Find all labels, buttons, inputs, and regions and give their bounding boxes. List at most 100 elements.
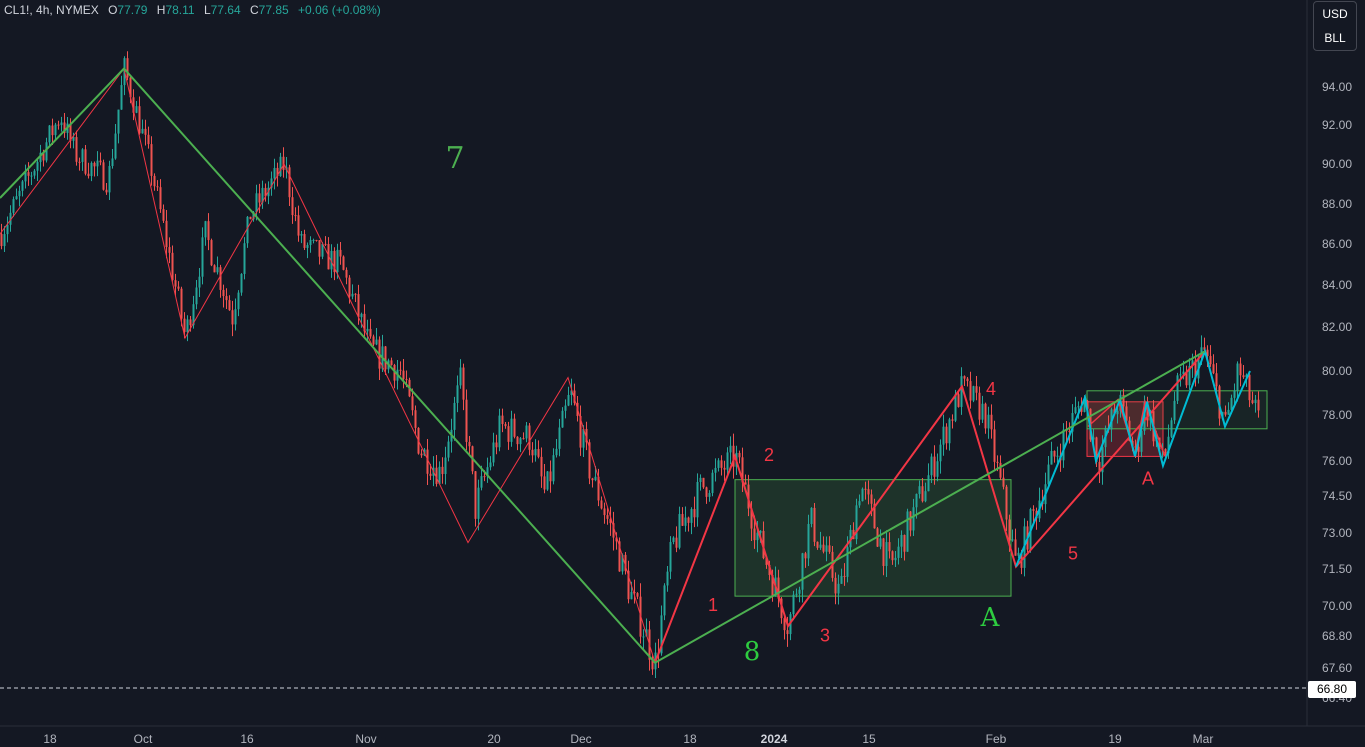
candle-body [90, 162, 93, 177]
candle-body [813, 507, 816, 542]
candle-body [435, 467, 438, 484]
candle-body [783, 618, 786, 631]
wave-line-red-left [0, 67, 656, 663]
candle-body [633, 592, 636, 594]
currency-label[interactable]: USD [1322, 7, 1348, 21]
candle-body [1098, 461, 1101, 473]
candle-body [93, 162, 96, 167]
candle-body [480, 476, 483, 488]
candle-body [225, 296, 228, 301]
candle-body [558, 427, 561, 449]
candle-body [1188, 366, 1191, 386]
candle-body [975, 386, 978, 393]
candle-body [69, 123, 72, 141]
candle-body [492, 442, 495, 463]
candle-body [804, 553, 807, 559]
candle-body [345, 269, 348, 278]
high-value: 78.11 [165, 3, 195, 17]
candle-body [528, 425, 531, 450]
close-label: C [250, 3, 259, 17]
candle-body [228, 300, 231, 311]
candle-body [1242, 375, 1245, 378]
candle-body [426, 449, 429, 474]
candle-body [957, 394, 960, 407]
candle-body [87, 173, 90, 177]
candle-body [543, 476, 546, 490]
candle-body [1191, 360, 1194, 367]
candle-body [591, 478, 594, 481]
candle-body [861, 488, 864, 502]
candle-body [468, 441, 471, 447]
candle-body [1137, 446, 1140, 452]
low-label: L [203, 3, 211, 17]
candle-body [1017, 552, 1020, 556]
candle-body [294, 215, 297, 217]
candle-body [666, 571, 669, 586]
candle-body [399, 369, 402, 371]
candle-body [1176, 375, 1179, 401]
candle-body [687, 517, 690, 523]
candle-body [9, 212, 12, 225]
candle-body [582, 428, 585, 448]
candle-body [1185, 371, 1188, 386]
candle-body [1167, 436, 1170, 454]
y-tick-label: 70.00 [1322, 599, 1352, 613]
x-tick-label: 19 [1108, 732, 1122, 746]
candle-body [588, 442, 591, 479]
candle-body [702, 477, 705, 488]
candle-body [171, 252, 174, 281]
candle-body [249, 216, 252, 220]
candle-body [1032, 509, 1035, 511]
candle-body [912, 507, 915, 531]
candle-body [1179, 374, 1182, 376]
candle-body [120, 85, 123, 110]
candle-body [903, 534, 906, 552]
candle-body [945, 426, 948, 444]
candle-body [1248, 374, 1251, 401]
currency-unit-selector[interactable]: USD BLL [1313, 1, 1357, 51]
candle-body [114, 133, 117, 159]
wave-label: 3 [820, 625, 830, 645]
candle-body [1170, 420, 1173, 437]
candle-body [1092, 437, 1095, 440]
candle-body [720, 460, 723, 468]
candle-body [1101, 447, 1104, 473]
candle-body [801, 553, 804, 590]
x-tick-label: Dec [570, 732, 591, 746]
wave-label: 2 [764, 445, 774, 465]
candle-body [210, 240, 213, 266]
candle-body [255, 193, 258, 213]
symbol-label[interactable]: CL1!, 4h, NYMEX [4, 3, 99, 17]
candle-body [1233, 390, 1236, 398]
candle-body [105, 189, 108, 193]
candle-body [339, 249, 342, 257]
wave-line-red-middle [654, 350, 1206, 664]
candle-body [630, 592, 633, 600]
candle-body [651, 659, 654, 670]
candle-body [870, 494, 873, 504]
candle-body [222, 289, 225, 297]
candle-body [474, 471, 477, 519]
candle-body [75, 137, 78, 162]
candle-body [840, 575, 843, 584]
candle-body [810, 507, 813, 524]
unit-label[interactable]: BLL [1324, 31, 1346, 45]
candle-body [708, 493, 711, 497]
wave-label: 7 [445, 141, 464, 176]
candle-body [660, 615, 663, 654]
candle-body [546, 471, 549, 490]
wave-line-blue [1015, 347, 1251, 567]
candle-body [402, 370, 405, 380]
candle-body [48, 125, 51, 143]
candle-body [606, 515, 609, 519]
candle-body [897, 546, 900, 558]
candle-body [786, 630, 789, 635]
candle-body [366, 328, 369, 332]
candle-body [348, 277, 351, 297]
candle-body [342, 256, 345, 270]
candle-body [183, 318, 186, 332]
candle-body [759, 530, 762, 533]
candle-body [1122, 394, 1125, 407]
candle-body [921, 486, 924, 502]
